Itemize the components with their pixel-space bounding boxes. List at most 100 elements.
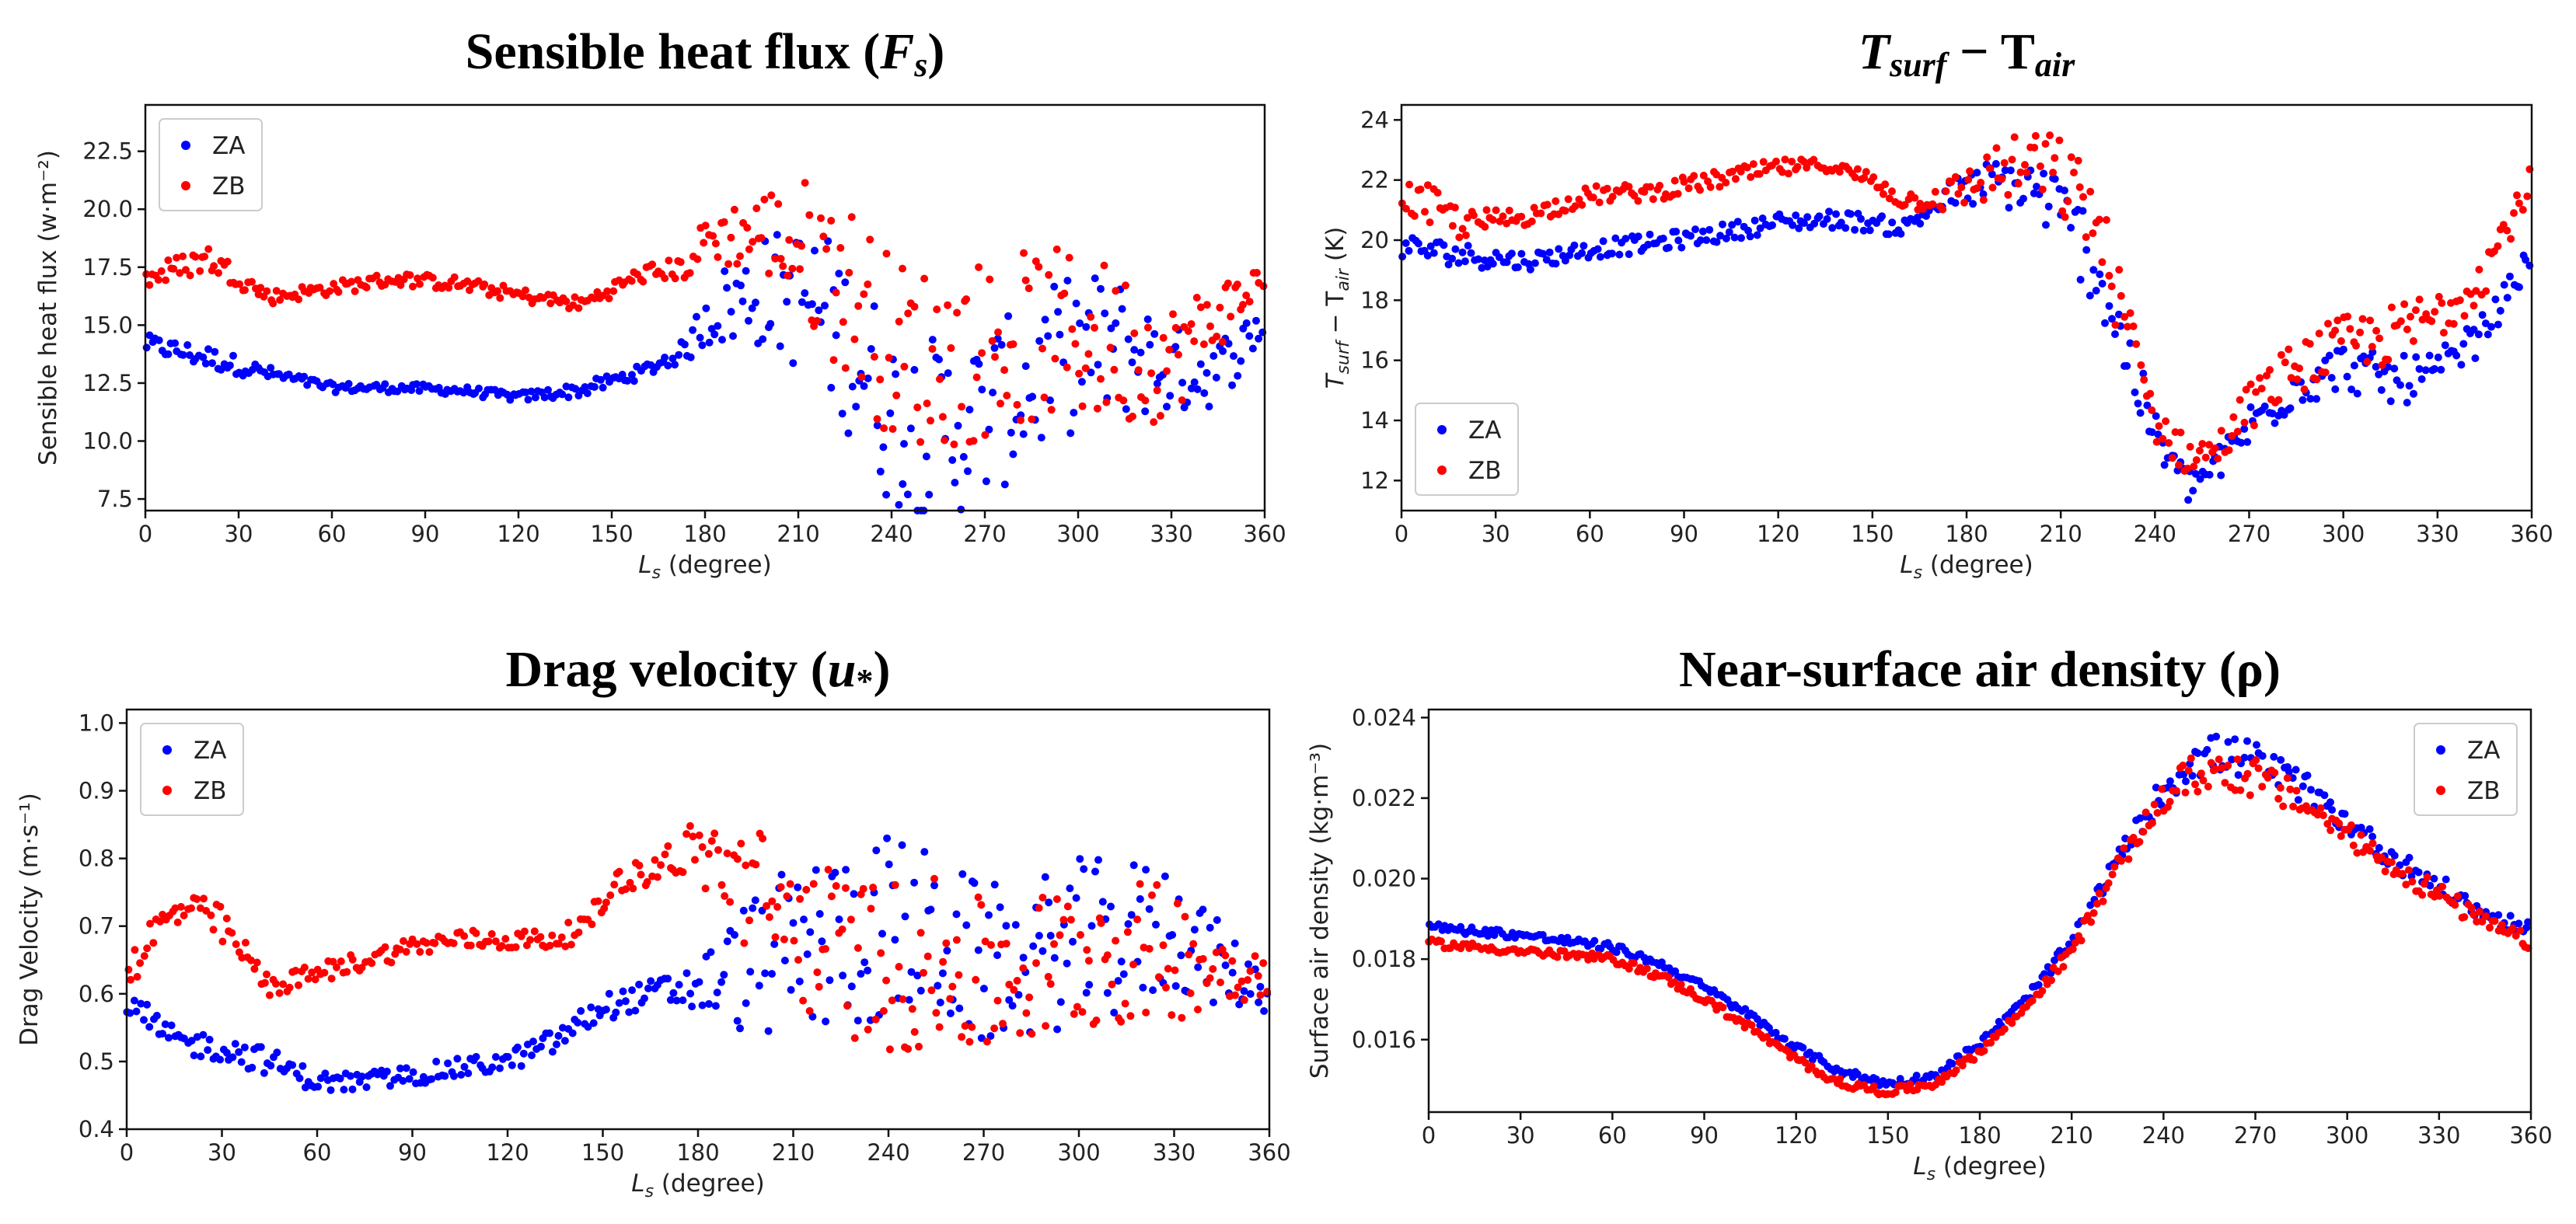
point-zb [2418,316,2427,324]
x-tick-label: 300 [2322,521,2365,547]
point-zb [182,266,190,274]
point-za [965,406,974,414]
point-zb [1153,386,1161,395]
point-zb [1173,899,1182,908]
point-zb [1793,162,1802,171]
point-za [1091,274,1099,283]
point-zb [236,280,244,288]
point-za [835,270,843,277]
legend-marker-za [181,141,190,150]
point-za [1085,981,1094,989]
legend-marker-zb [162,786,172,795]
point-za [720,971,728,979]
point-zb [1983,153,1991,162]
point-zb [484,937,493,946]
point-za [1224,340,1233,348]
point-za [472,1052,480,1061]
point-za [362,1083,371,1091]
point-za [1021,362,1030,371]
point-za [806,928,815,936]
point-zb [676,258,685,267]
point-zb [2083,912,2092,920]
point-zb [1163,367,1171,375]
point-za [2271,419,2279,427]
point-zb [2061,213,2069,221]
point-zb [1020,249,1028,257]
point-za [2306,395,2315,403]
point-za [1166,392,1175,400]
point-za [2294,796,2302,804]
point-zb [2162,417,2170,425]
point-zb [1078,402,1087,410]
point-za [386,1082,394,1090]
point-za [1969,200,1977,208]
point-zb [961,1022,969,1030]
point-za [1698,227,1707,235]
point-zb [850,335,859,343]
point-za [2506,912,2515,920]
point-za [412,380,421,389]
point-za [1213,915,1221,924]
point-zb [885,1045,894,1054]
legend-box [140,723,244,816]
point-za [2484,330,2492,339]
point-zb [2087,918,2096,926]
point-zb [836,244,845,252]
point-za [794,883,802,891]
point-za [1066,429,1075,438]
point-zb [2283,774,2292,783]
point-zb [2105,271,2114,280]
point-za [1117,957,1126,966]
point-zb [1405,180,1414,189]
point-zb [2233,427,2242,436]
point-zb [841,884,850,892]
point-zb [2055,136,2064,145]
x-tick-label: 330 [2416,521,2459,547]
point-zb [501,935,510,943]
point-zb [1985,164,1994,173]
point-zb [2168,454,2176,462]
point-za [850,890,858,898]
point-za [1719,220,1726,228]
point-zb [948,982,957,991]
point-zb [2411,306,2420,315]
point-za [1076,855,1084,863]
point-zb [726,898,735,906]
point-zb [908,1005,916,1013]
point-za [698,1001,707,1010]
point-zb [910,302,919,311]
point-za [1474,255,1482,263]
point-zb [1680,178,1688,186]
point-zb [196,267,204,275]
point-za [1240,987,1248,996]
point-za [229,1053,237,1062]
point-zb [1463,214,1471,222]
legend-box [159,118,263,211]
point-zb [1129,412,1136,420]
point-zb [1186,989,1195,998]
point-zb [2004,190,2012,199]
point-zb [854,302,863,310]
point-zb [933,305,941,314]
point-zb [402,947,410,956]
point-za [873,421,881,430]
point-zb [246,956,255,964]
point-za [1077,378,1086,386]
point-zb [2377,853,2386,862]
point-za [295,1074,304,1083]
legend-marker-za [162,745,172,755]
point-za [300,372,309,381]
point-zb [162,276,170,284]
point-za [882,490,891,499]
point-za [2415,364,2424,373]
point-zb [308,968,316,977]
point-za [217,365,225,374]
point-zb [348,955,357,964]
point-zb [2071,939,2079,947]
point-za [205,1035,214,1044]
point-zb [946,995,955,1003]
point-za [812,866,820,874]
point-za [524,396,532,404]
point-zb [187,904,195,912]
